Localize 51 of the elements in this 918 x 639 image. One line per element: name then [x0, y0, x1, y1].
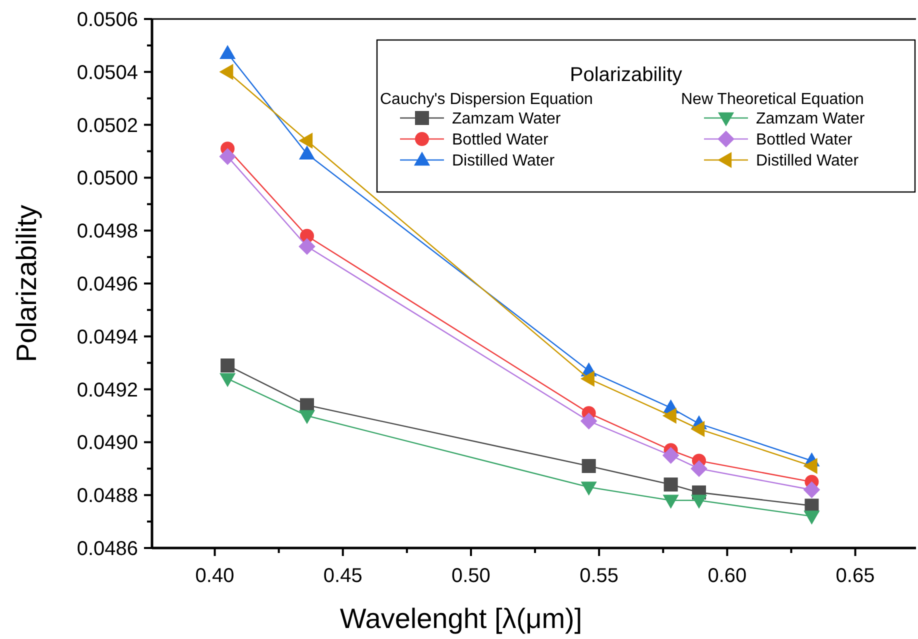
y-tick-label: 0.0506: [76, 9, 138, 31]
point: [219, 64, 234, 80]
point: [690, 494, 708, 509]
legend-title: Polarizability: [570, 64, 682, 86]
point: [662, 447, 680, 464]
point: [580, 482, 597, 496]
y-tick-label: 0.0488: [76, 485, 138, 508]
point: [662, 408, 676, 424]
y-tick-label: 0.0490: [76, 432, 138, 454]
point: [219, 148, 236, 165]
y-axis-title: Polarizability: [11, 204, 42, 362]
point: [298, 238, 316, 255]
y-tick-label: 0.0496: [76, 274, 138, 296]
y-tick-label: 0.0500: [76, 168, 138, 190]
point: [803, 458, 818, 474]
point: [580, 412, 598, 430]
point: [220, 358, 235, 372]
x-tick-label: 0.65: [836, 565, 875, 587]
y-tick-label: 0.0492: [76, 379, 138, 402]
legend-label: Bottled Water: [756, 132, 854, 149]
y-tick-label: 0.0486: [76, 538, 138, 560]
point: [298, 145, 316, 160]
point: [582, 459, 596, 474]
y-tick-label: 0.0498: [76, 220, 138, 243]
annotation: Cauchy's Dispersion Equation: [380, 91, 593, 108]
point: [662, 494, 679, 509]
legend-label: Distilled Water: [452, 152, 556, 170]
point: [220, 44, 236, 59]
x-tick-label: 0.55: [580, 565, 619, 587]
y-tick-label: 0.0494: [76, 326, 138, 348]
point: [690, 420, 705, 438]
annotation: New Theoretical Equation: [681, 91, 864, 108]
point: [220, 373, 236, 388]
legend-label: Zamzam Water: [756, 110, 866, 128]
x-axis-title: Wavelenght [λ(μm)]: [340, 603, 582, 634]
y-tick-label: 0.0504: [76, 62, 138, 84]
legend-label: Zamzam Water: [452, 110, 562, 128]
point: [804, 510, 820, 525]
point: [298, 132, 313, 149]
point: [690, 460, 708, 478]
point: [803, 481, 820, 498]
x-tick-label: 0.45: [323, 565, 362, 587]
legend-label: Bottled Water: [452, 132, 550, 149]
x-tick-label: 0.60: [708, 565, 747, 587]
x-tick-label: 0.40: [195, 565, 234, 587]
x-tick-label: 0.50: [452, 565, 490, 587]
point: [298, 410, 316, 424]
point: [580, 370, 594, 387]
y-tick-label: 0.0502: [76, 114, 138, 137]
legend-label: Distilled Water: [756, 152, 860, 170]
point: [664, 478, 678, 492]
